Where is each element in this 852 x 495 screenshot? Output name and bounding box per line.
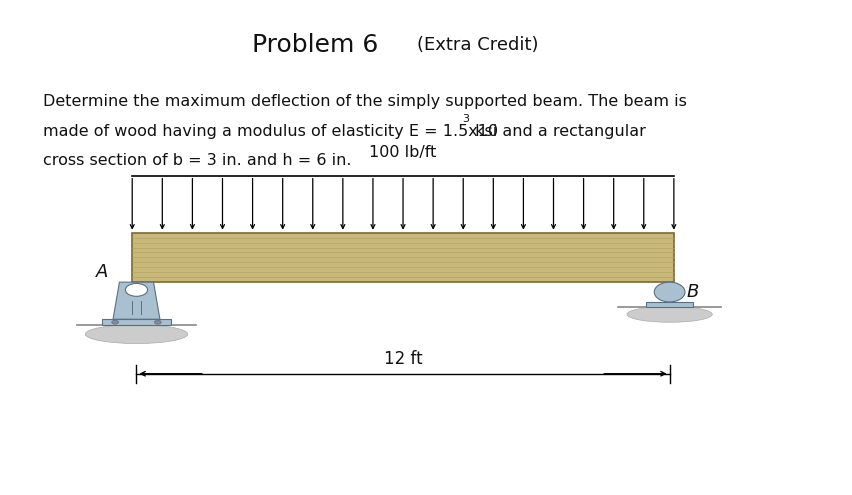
Circle shape (125, 284, 147, 297)
Text: (Extra Credit): (Extra Credit) (417, 36, 538, 53)
Text: Problem 6: Problem 6 (252, 33, 378, 56)
Circle shape (154, 320, 161, 324)
Text: made of wood having a modulus of elasticity E = 1.5x10: made of wood having a modulus of elastic… (43, 124, 498, 139)
Text: Determine the maximum deflection of the simply supported beam. The beam is: Determine the maximum deflection of the … (43, 94, 686, 109)
Ellipse shape (626, 306, 711, 322)
Bar (646, 302, 693, 307)
Ellipse shape (653, 282, 684, 302)
Text: A: A (95, 263, 108, 281)
Bar (132, 233, 673, 282)
Text: 3: 3 (462, 114, 469, 124)
Text: B: B (686, 283, 699, 301)
Bar (102, 319, 170, 325)
Text: 100 lb/ft: 100 lb/ft (369, 145, 436, 160)
Text: ksi and a rectangular: ksi and a rectangular (469, 124, 645, 139)
Polygon shape (112, 282, 160, 319)
Ellipse shape (85, 325, 187, 344)
Circle shape (112, 320, 118, 324)
Text: cross section of b = 3 in. and h = 6 in.: cross section of b = 3 in. and h = 6 in. (43, 153, 351, 168)
Text: 12 ft: 12 ft (383, 350, 422, 368)
